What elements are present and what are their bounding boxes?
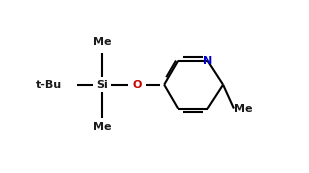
Text: N: N	[203, 56, 212, 66]
Text: Me: Me	[93, 122, 112, 132]
Text: Me: Me	[93, 37, 112, 47]
Text: O: O	[132, 80, 142, 90]
Text: Si: Si	[96, 80, 108, 90]
Text: t-Bu: t-Bu	[36, 80, 62, 90]
Text: Me: Me	[234, 103, 252, 113]
